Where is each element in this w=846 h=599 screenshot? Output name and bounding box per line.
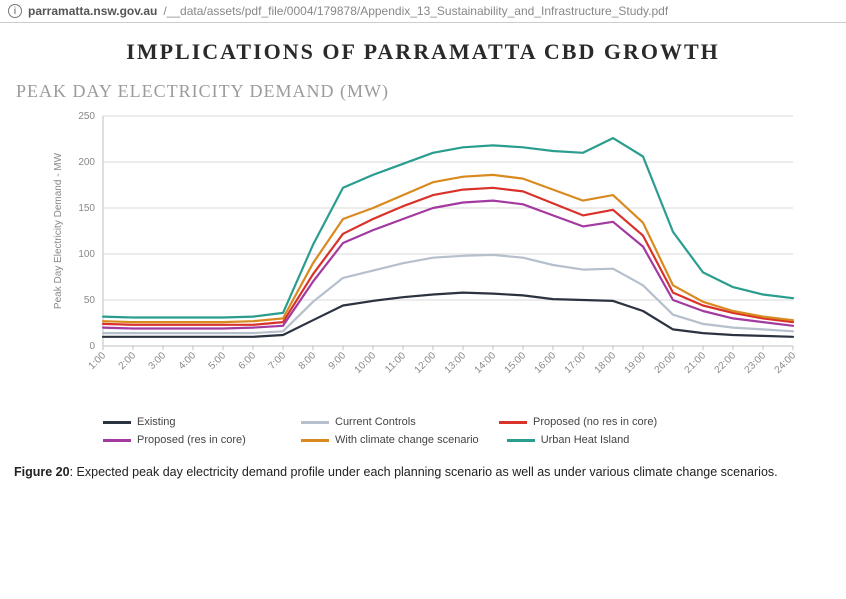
svg-text:22:00: 22:00 (713, 350, 739, 376)
legend-swatch (301, 421, 329, 424)
legend-swatch (103, 421, 131, 424)
chart-svg: 0 50 100 150 200 250 1:00 2:00 3:00 4:00 5:00 6:00 7… (33, 106, 813, 406)
svg-text:50: 50 (84, 295, 96, 306)
svg-text:16:00: 16:00 (533, 350, 559, 376)
svg-text:18:00: 18:00 (593, 350, 619, 376)
svg-text:0: 0 (89, 341, 95, 352)
svg-text:20:00: 20:00 (653, 350, 679, 376)
url-host: parramatta.nsw.gov.au (28, 4, 157, 18)
legend-label: Urban Heat Island (541, 434, 630, 446)
legend-swatch (499, 421, 527, 424)
legend-item: Urban Heat Island (507, 434, 677, 446)
svg-text:1:00: 1:00 (87, 350, 109, 372)
svg-text:250: 250 (78, 111, 95, 122)
legend-item: Current Controls (301, 416, 471, 428)
info-icon: i (8, 4, 22, 18)
svg-text:3:00: 3:00 (147, 350, 169, 372)
svg-text:Peak Day Electricity Demand -: Peak Day Electricity Demand - MW (53, 152, 64, 309)
caption-label: Figure 20 (14, 465, 70, 479)
svg-text:9:00: 9:00 (327, 350, 349, 372)
svg-text:13:00: 13:00 (443, 350, 469, 376)
chart-title: PEAK DAY ELECTRICITY DEMAND (MW) (16, 81, 834, 102)
legend-item: Proposed (no res in core) (499, 416, 669, 428)
legend-swatch (301, 439, 329, 442)
page-title: IMPLICATIONS OF PARRAMATTA CBD GROWTH (12, 39, 834, 65)
legend-item: Proposed (res in core) (103, 434, 273, 446)
svg-text:10:00: 10:00 (353, 350, 379, 376)
svg-text:15:00: 15:00 (503, 350, 529, 376)
svg-text:150: 150 (78, 203, 95, 214)
legend-item: Existing (103, 416, 273, 428)
svg-text:5:00: 5:00 (207, 350, 229, 372)
legend-swatch (103, 439, 131, 442)
svg-text:11:00: 11:00 (383, 350, 408, 375)
svg-text:12:00: 12:00 (413, 350, 439, 376)
legend-label: Proposed (no res in core) (533, 416, 657, 428)
document-page: IMPLICATIONS OF PARRAMATTA CBD GROWTH PE… (0, 23, 846, 498)
chart-legend: Existing Current Controls Proposed (no res… (103, 416, 743, 446)
svg-text:6:00: 6:00 (237, 350, 259, 372)
svg-text:200: 200 (78, 157, 95, 168)
line-chart: 0 50 100 150 200 250 1:00 2:00 3:00 4:00 5:00 6:00 7… (33, 106, 813, 406)
legend-label: Existing (137, 416, 176, 428)
svg-text:100: 100 (78, 249, 95, 260)
legend-swatch (507, 439, 535, 442)
url-path: /__data/assets/pdf_file/0004/179878/Appe… (163, 4, 668, 18)
svg-text:7:00: 7:00 (267, 350, 289, 372)
legend-label: Proposed (res in core) (137, 434, 246, 446)
svg-text:17:00: 17:00 (563, 350, 589, 376)
svg-text:21:00: 21:00 (683, 350, 709, 376)
caption-text: : Expected peak day electricity demand p… (70, 465, 778, 479)
svg-text:14:00: 14:00 (473, 350, 499, 376)
svg-text:23:00: 23:00 (743, 350, 769, 376)
legend-item: With climate change scenario (301, 434, 479, 446)
svg-text:8:00: 8:00 (297, 350, 319, 372)
svg-text:2:00: 2:00 (117, 350, 139, 372)
svg-text:4:00: 4:00 (177, 350, 199, 372)
svg-text:19:00: 19:00 (623, 350, 649, 376)
figure-caption: Figure 20: Expected peak day electricity… (12, 460, 834, 486)
legend-label: Current Controls (335, 416, 416, 428)
svg-text:24:00: 24:00 (773, 350, 799, 376)
browser-url-bar: i parramatta.nsw.gov.au /__data/assets/pd… (0, 0, 846, 23)
legend-label: With climate change scenario (335, 434, 479, 446)
